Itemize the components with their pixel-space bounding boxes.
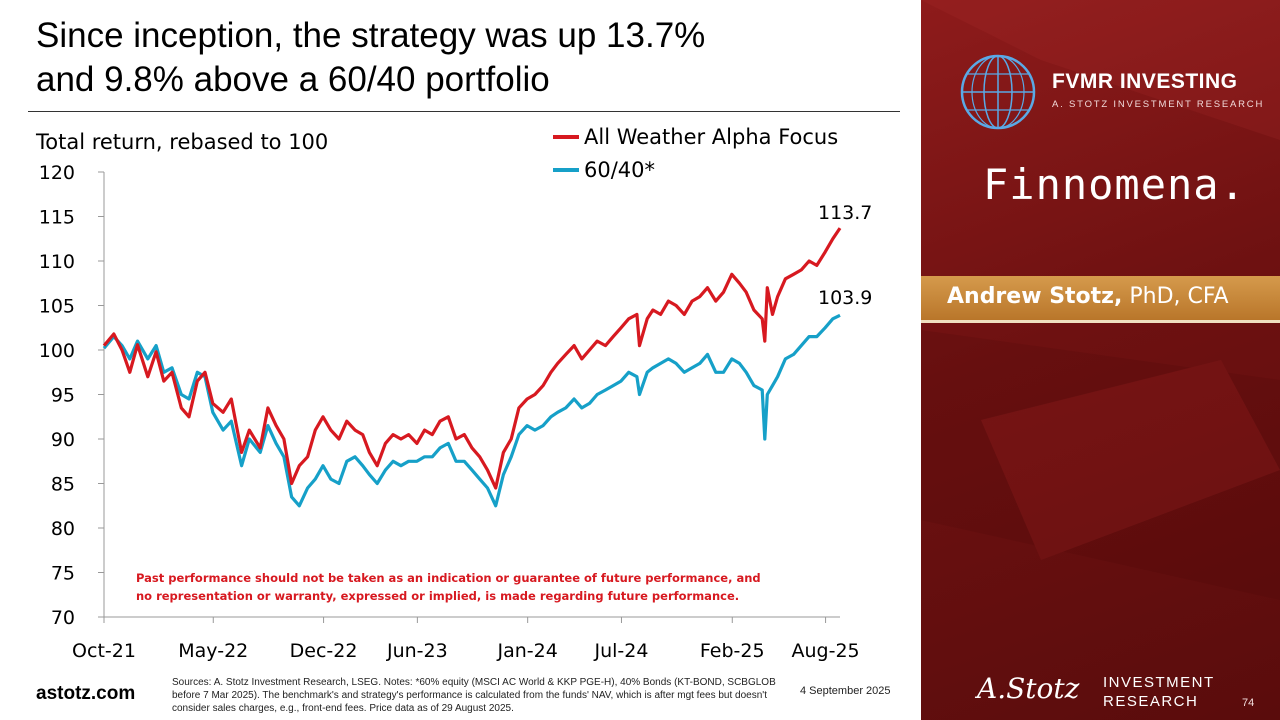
x-tick-label: Jun-23 — [386, 640, 448, 662]
logo-text-line-1: INVESTMENT — [1103, 674, 1215, 691]
disclaimer-line-2: no representation or warranty, expressed… — [136, 589, 739, 603]
y-tick-label: 85 — [51, 474, 75, 496]
title-divider — [28, 111, 900, 112]
chart-axes: 120 115 110 105 100 95 90 85 80 75 70 Oct-21 May-22 D… — [39, 162, 860, 662]
brand-name: FVMR INVESTING — [1052, 70, 1238, 93]
y-tick-label: 80 — [51, 518, 75, 540]
slide-title: Since inception, the strategy was up 13.… — [36, 14, 896, 102]
y-axis-label: Total return, rebased to 100 — [35, 130, 328, 154]
total-return-chart: Total return, rebased to 100 All Weather… — [35, 125, 872, 662]
end-label-strategy: 113.7 — [818, 202, 872, 224]
end-label-benchmark: 103.9 — [818, 287, 872, 309]
signature-logo: A.Stotz — [977, 672, 1080, 705]
y-tick-label: 75 — [51, 563, 75, 585]
series-line-strategy — [102, 227, 842, 490]
chart-series — [102, 227, 842, 508]
y-tick-label: 105 — [39, 296, 75, 318]
y-tick-label: 110 — [39, 251, 75, 273]
legend-label-benchmark: 60/40* — [584, 158, 655, 182]
brand-sidebar: FVMR INVESTING A. STOTZ INVESTMENT RESEA… — [921, 0, 1280, 720]
x-tick-label: May-22 — [178, 640, 248, 662]
y-tick-label: 120 — [39, 162, 75, 184]
footer-website[interactable]: astotz.com — [36, 683, 136, 704]
author-band: Andrew Stotz, PhD, CFA — [921, 276, 1280, 323]
x-tick-label: Feb-25 — [700, 640, 765, 662]
disclaimer-line-1: Past performance should not be taken as … — [136, 571, 761, 585]
author-name-text: Andrew Stotz, — [947, 284, 1123, 309]
title-line-2: and 9.8% above a 60/40 portfolio — [36, 60, 550, 99]
y-tick-label: 90 — [51, 429, 75, 451]
slide-number: 74 — [1242, 697, 1255, 709]
x-tick-label: Aug-25 — [791, 640, 859, 662]
footer-source-notes: Sources: A. Stotz Investment Research, L… — [172, 677, 776, 714]
title-line-1: Since inception, the strategy was up 13.… — [36, 16, 706, 55]
logo-text-line-2: RESEARCH — [1103, 693, 1199, 710]
partner-logo: Finnomena. — [983, 160, 1246, 209]
author-credentials: PhD, CFA — [1122, 284, 1229, 309]
y-tick-label: 100 — [39, 340, 75, 362]
background-pattern — [921, 0, 1280, 600]
x-tick-label: Oct-21 — [72, 640, 136, 662]
legend-label-strategy: All Weather Alpha Focus — [584, 125, 838, 149]
x-tick-label: Dec-22 — [290, 640, 358, 662]
x-tick-label: Jul-24 — [593, 640, 648, 662]
y-tick-label: 115 — [39, 207, 75, 229]
globe-logo-icon — [960, 54, 1036, 130]
footer-date: 4 September 2025 — [800, 685, 891, 697]
author-name: Andrew Stotz, PhD, CFA — [947, 284, 1229, 309]
brand-subtitle: A. STOTZ INVESTMENT RESEARCH — [1052, 99, 1265, 110]
y-tick-label: 95 — [51, 385, 75, 407]
y-tick-label: 70 — [51, 607, 75, 629]
series-line-benchmark — [102, 313, 841, 508]
legend: All Weather Alpha Focus 60/40* — [553, 125, 838, 182]
x-tick-label: Jan-24 — [496, 640, 557, 662]
